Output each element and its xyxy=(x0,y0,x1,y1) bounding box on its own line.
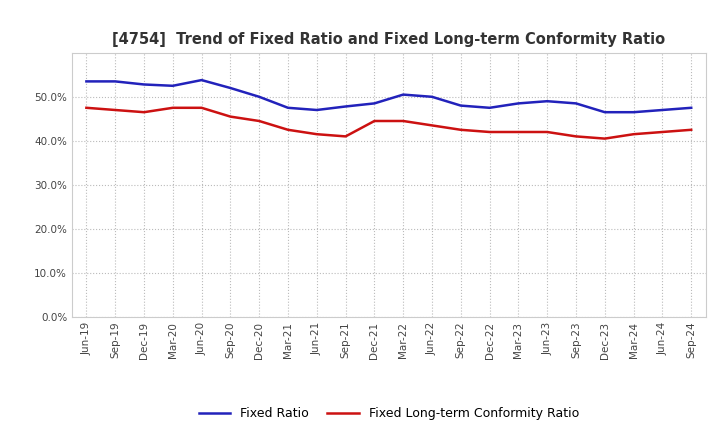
Fixed Ratio xyxy=(572,101,580,106)
Fixed Ratio xyxy=(658,107,667,113)
Fixed Long-term Conformity Ratio xyxy=(111,107,120,113)
Fixed Ratio xyxy=(370,101,379,106)
Fixed Long-term Conformity Ratio xyxy=(514,129,523,135)
Fixed Long-term Conformity Ratio xyxy=(370,118,379,124)
Fixed Long-term Conformity Ratio xyxy=(485,129,494,135)
Fixed Long-term Conformity Ratio xyxy=(572,134,580,139)
Fixed Ratio xyxy=(600,110,609,115)
Fixed Ratio xyxy=(428,94,436,99)
Fixed Ratio xyxy=(197,77,206,83)
Fixed Long-term Conformity Ratio xyxy=(197,105,206,110)
Fixed Long-term Conformity Ratio xyxy=(168,105,177,110)
Fixed Ratio xyxy=(226,85,235,91)
Fixed Ratio xyxy=(168,83,177,88)
Fixed Long-term Conformity Ratio xyxy=(428,123,436,128)
Fixed Ratio xyxy=(629,110,638,115)
Fixed Long-term Conformity Ratio xyxy=(456,127,465,132)
Fixed Long-term Conformity Ratio xyxy=(600,136,609,141)
Fixed Long-term Conformity Ratio xyxy=(658,129,667,135)
Legend: Fixed Ratio, Fixed Long-term Conformity Ratio: Fixed Ratio, Fixed Long-term Conformity … xyxy=(194,402,584,425)
Fixed Long-term Conformity Ratio xyxy=(312,132,321,137)
Fixed Ratio xyxy=(341,104,350,109)
Fixed Long-term Conformity Ratio xyxy=(226,114,235,119)
Fixed Long-term Conformity Ratio xyxy=(687,127,696,132)
Line: Fixed Long-term Conformity Ratio: Fixed Long-term Conformity Ratio xyxy=(86,108,691,139)
Fixed Long-term Conformity Ratio xyxy=(140,110,148,115)
Fixed Long-term Conformity Ratio xyxy=(341,134,350,139)
Fixed Long-term Conformity Ratio xyxy=(255,118,264,124)
Fixed Ratio xyxy=(284,105,292,110)
Fixed Ratio xyxy=(543,99,552,104)
Fixed Long-term Conformity Ratio xyxy=(284,127,292,132)
Fixed Ratio xyxy=(82,79,91,84)
Fixed Ratio xyxy=(485,105,494,110)
Line: Fixed Ratio: Fixed Ratio xyxy=(86,80,691,112)
Fixed Ratio xyxy=(399,92,408,97)
Fixed Ratio xyxy=(312,107,321,113)
Fixed Long-term Conformity Ratio xyxy=(82,105,91,110)
Fixed Long-term Conformity Ratio xyxy=(543,129,552,135)
Fixed Long-term Conformity Ratio xyxy=(399,118,408,124)
Fixed Ratio xyxy=(456,103,465,108)
Fixed Long-term Conformity Ratio xyxy=(629,132,638,137)
Fixed Ratio xyxy=(111,79,120,84)
Fixed Ratio xyxy=(687,105,696,110)
Fixed Ratio xyxy=(140,82,148,87)
Title: [4754]  Trend of Fixed Ratio and Fixed Long-term Conformity Ratio: [4754] Trend of Fixed Ratio and Fixed Lo… xyxy=(112,33,665,48)
Fixed Ratio xyxy=(514,101,523,106)
Fixed Ratio xyxy=(255,94,264,99)
